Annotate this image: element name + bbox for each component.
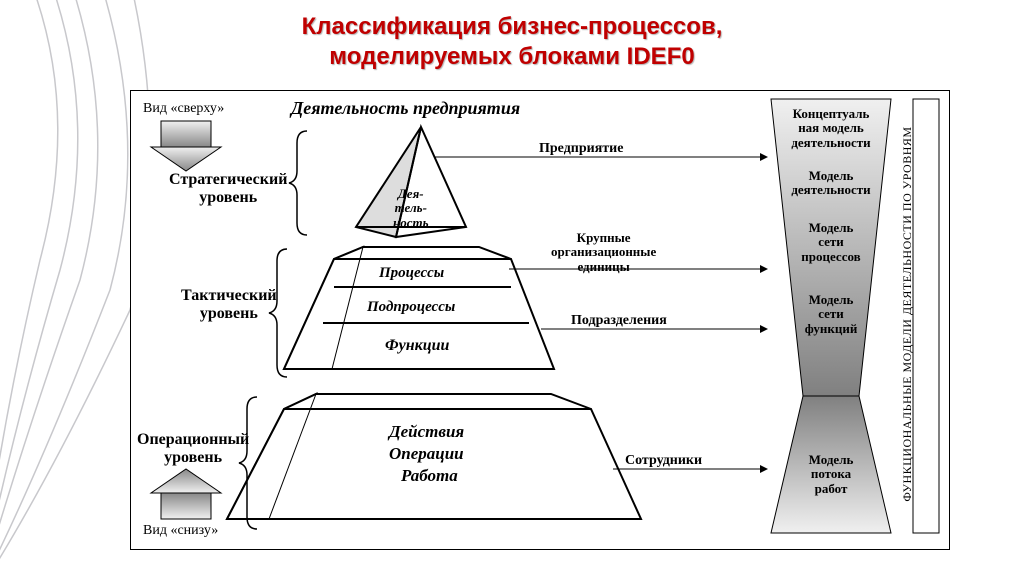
top-view-arrow: [151, 121, 221, 171]
vertical-label: ФУНКЦИОНАЛЬНЫЕ МОДЕЛИ ДЕЯТЕЛЬНОСТИ ПО УР…: [901, 97, 914, 531]
page-title: Классификация бизнес-процессов, моделиру…: [0, 12, 1024, 72]
title-line2: моделируемых блоками IDEF0: [329, 43, 694, 70]
main-header: Деятельность предприятия: [291, 99, 520, 119]
model-conceptual: Концептуаль ная модель деятельности: [783, 107, 879, 150]
title-line1: Классификация бизнес-процессов,: [302, 13, 723, 40]
right-enterprise: Предприятие: [539, 141, 623, 156]
pyr-top-label: Дея- тель- ность: [393, 187, 429, 230]
right-staff: Сотрудники: [625, 453, 702, 468]
level-operational: Операционный уровень: [137, 431, 249, 466]
model-workflow: Модель потока работ: [783, 453, 879, 496]
pyr-mid3: Функции: [385, 337, 449, 355]
level-tactical: Тактический уровень: [181, 287, 277, 322]
pyr-bot1: Действия: [389, 423, 464, 442]
right-orgunits: Крупные организационные единицы: [551, 231, 656, 274]
bottom-view-label: Вид «снизу»: [143, 523, 218, 538]
model-activity: Модель деятельности: [783, 169, 879, 198]
bottom-view-arrow: [151, 469, 221, 519]
pyr-mid1: Процессы: [379, 265, 444, 282]
vertical-label-box: [913, 99, 939, 533]
pyr-bot2: Операции: [389, 445, 464, 464]
top-view-label: Вид «сверху»: [143, 101, 224, 116]
diagram-container: Вид «сверху» Вид «снизу» Деятельность пр…: [130, 90, 950, 550]
right-divisions: Подразделения: [571, 313, 667, 328]
model-processes: Модель сети процессов: [783, 221, 879, 264]
level-strategic: Стратегический уровень: [169, 171, 287, 206]
pyr-bot3: Работа: [401, 467, 458, 486]
model-functions: Модель сети функций: [783, 293, 879, 336]
pyr-mid2: Подпроцессы: [367, 299, 455, 316]
